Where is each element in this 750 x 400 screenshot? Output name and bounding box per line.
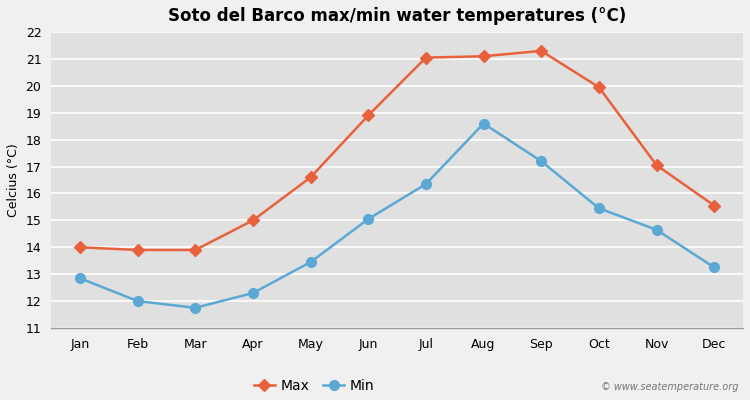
Legend: Max, Min: Max, Min xyxy=(248,374,380,398)
Text: © www.seatemperature.org: © www.seatemperature.org xyxy=(602,382,739,392)
Title: Soto del Barco max/min water temperatures (°C): Soto del Barco max/min water temperature… xyxy=(168,7,626,25)
Y-axis label: Celcius (°C): Celcius (°C) xyxy=(7,143,20,217)
